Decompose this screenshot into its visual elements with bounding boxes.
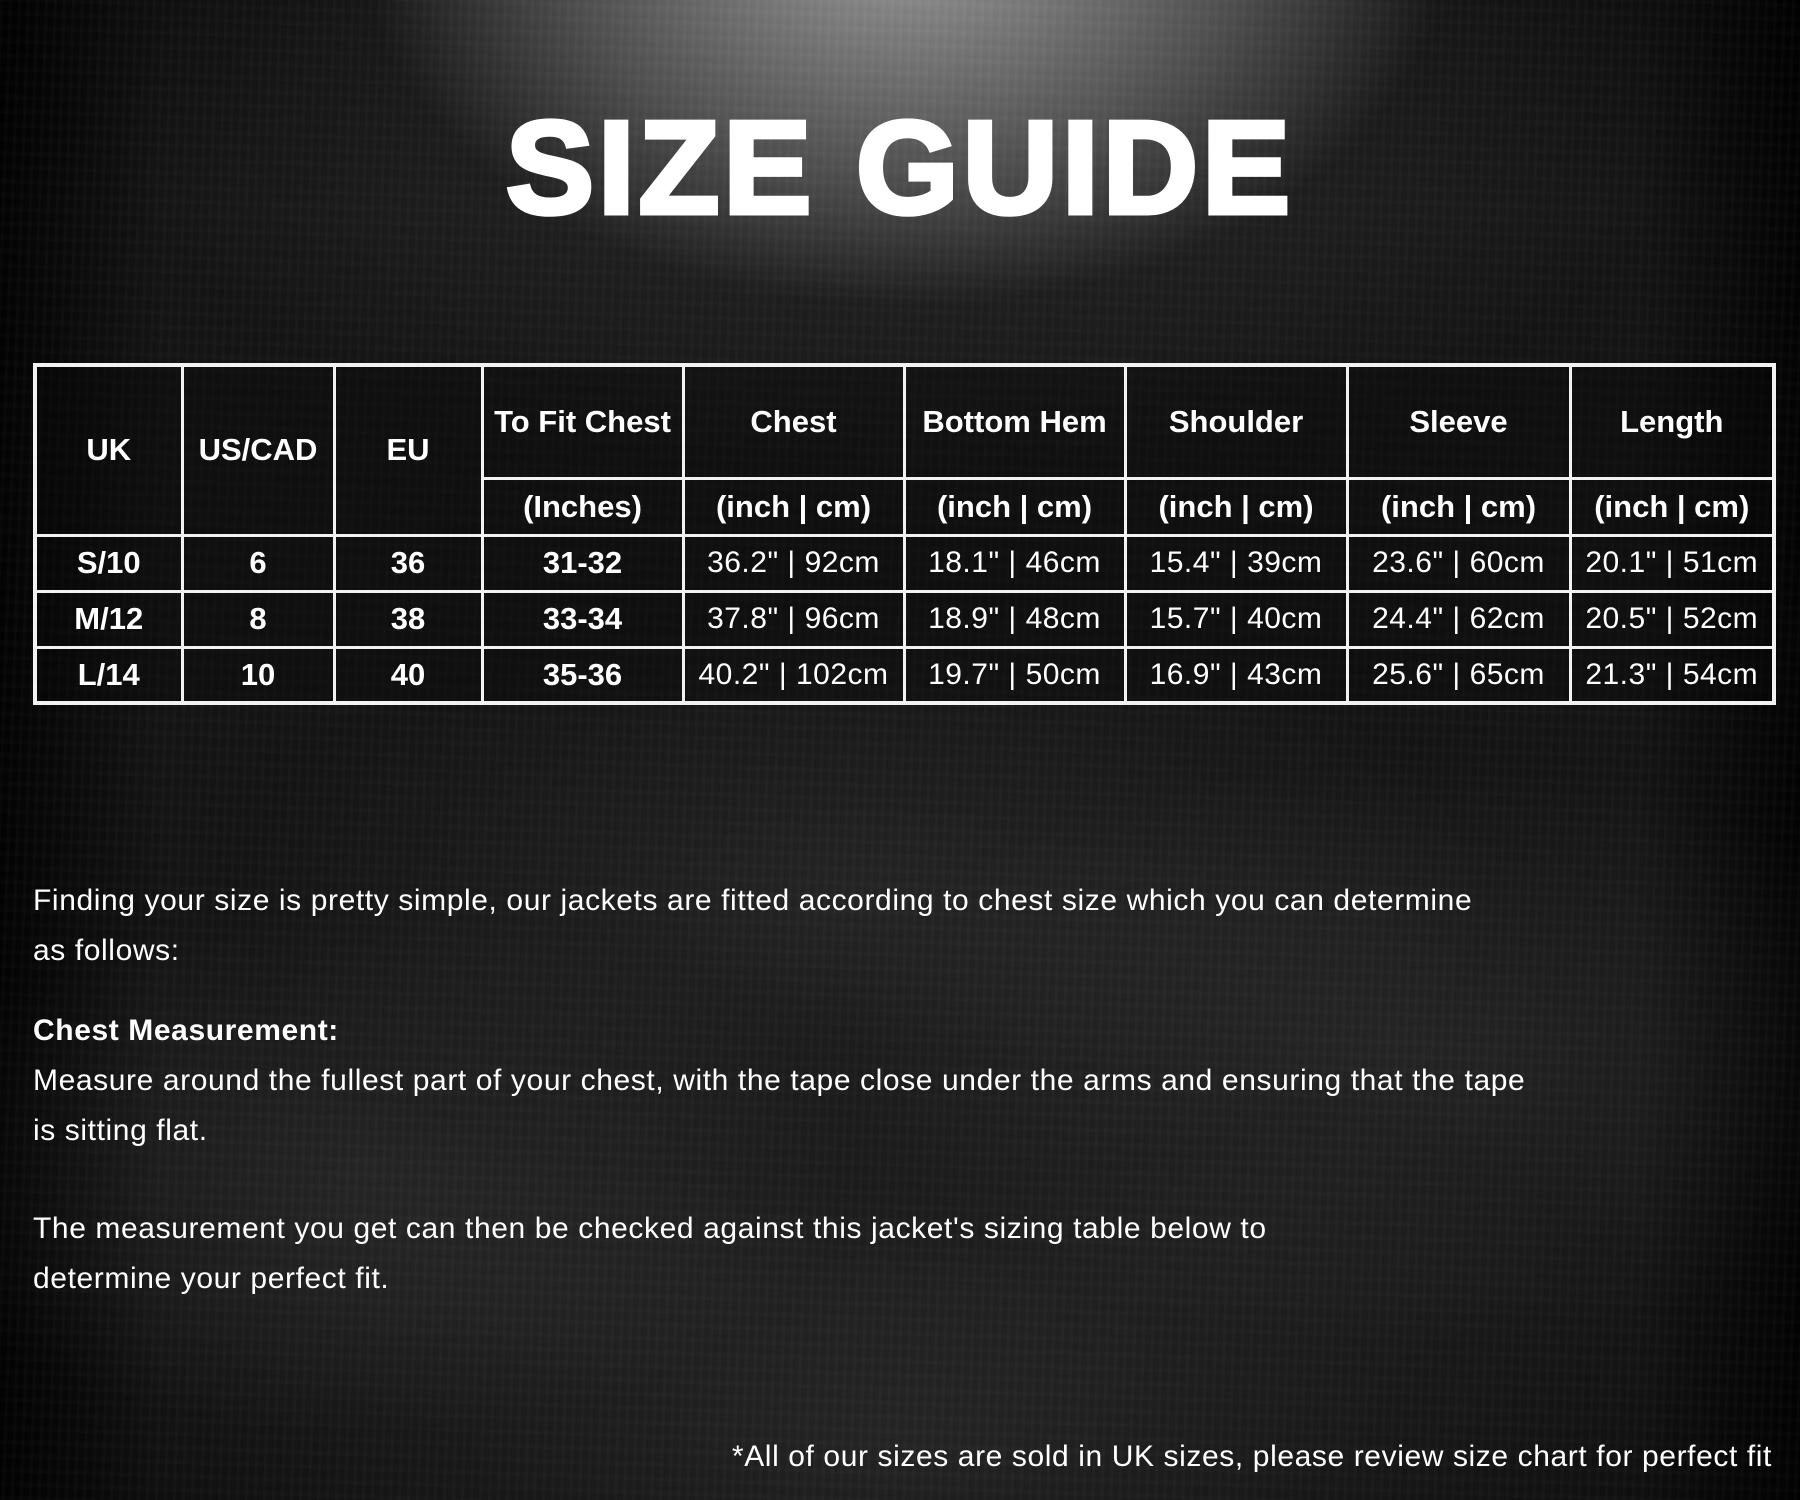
- table-row-small: S/10 6 36 31-32 36.2" | 92cm 18.1" | 46c…: [33, 533, 1776, 593]
- cell-uk-size: M/12: [33, 589, 184, 649]
- cell-us-cad-size: 10: [180, 645, 336, 705]
- unit-to-fit-chest: (Inches): [480, 476, 685, 537]
- cell-uk-size: S/10: [33, 533, 184, 593]
- cell-sleeve: 25.6" | 65cm: [1345, 645, 1572, 705]
- cell-shoulder: 16.9" | 43cm: [1123, 645, 1349, 705]
- table-row-medium: M/12 8 38 33-34 37.8" | 96cm 18.9" | 48c…: [33, 589, 1776, 649]
- cell-sleeve: 23.6" | 60cm: [1345, 533, 1572, 593]
- cell-eu-size: 36: [332, 533, 484, 593]
- uk-sizes-footnote: *All of our sizes are sold in UK sizes, …: [731, 1440, 1772, 1473]
- cell-shoulder: 15.4" | 39cm: [1123, 533, 1349, 593]
- chest-measurement-paragraph: Chest Measurement: Measure around the fu…: [33, 1006, 1525, 1156]
- intro-line-2: as follows:: [33, 934, 180, 967]
- cell-bottom-hem: 18.1" | 46cm: [902, 533, 1127, 593]
- chest-measurement-line-2: is sitting flat.: [33, 1114, 208, 1147]
- fit-check-paragraph: The measurement you get can then be chec…: [33, 1204, 1267, 1304]
- cell-chest: 37.8" | 96cm: [681, 589, 906, 649]
- column-header-length: Length: [1568, 363, 1776, 480]
- table-header-labels-row: UK US/CAD EU To Fit Chest Chest Bottom H…: [33, 363, 1776, 537]
- chest-measurement-line-1: Measure around the fullest part of your …: [33, 1064, 1526, 1097]
- column-header-sleeve: Sleeve: [1345, 363, 1572, 480]
- table-header-units-row: (Inches) (inch | cm) (inch | cm) (inch |…: [35, 476, 1776, 537]
- column-header-bottom-hem: Bottom Hem: [902, 363, 1127, 480]
- chest-measurement-heading: Chest Measurement:: [33, 1014, 339, 1047]
- table-body: S/10 6 36 31-32 36.2" | 92cm 18.1" | 46c…: [33, 533, 1776, 705]
- cell-us-cad-size: 8: [180, 589, 336, 649]
- column-header-shoulder: Shoulder: [1123, 363, 1349, 480]
- column-header-us-cad: US/CAD: [180, 363, 336, 537]
- unit-chest: (inch | cm): [681, 476, 906, 537]
- cell-length: 20.1" | 51cm: [1568, 533, 1776, 593]
- cell-length: 21.3" | 54cm: [1568, 645, 1776, 705]
- unit-bottom-hem: (inch | cm): [902, 476, 1127, 537]
- cell-chest: 40.2" | 102cm: [681, 645, 906, 705]
- table-header: UK US/CAD EU To Fit Chest Chest Bottom H…: [33, 363, 1776, 537]
- fit-check-line-2: determine your perfect fit.: [33, 1262, 390, 1295]
- cell-shoulder: 15.7" | 40cm: [1123, 589, 1349, 649]
- intro-paragraph: Finding your size is pretty simple, our …: [33, 876, 1472, 976]
- column-header-to-fit-chest: To Fit Chest: [480, 363, 685, 480]
- table-row-large: L/14 10 40 35-36 40.2" | 102cm 19.7" | 5…: [33, 645, 1776, 705]
- size-guide-table: UK US/CAD EU To Fit Chest Chest Bottom H…: [33, 363, 1776, 705]
- unit-length: (inch | cm): [1568, 476, 1776, 537]
- cell-length: 20.5" | 52cm: [1568, 589, 1776, 649]
- cell-to-fit-chest: 31-32: [480, 533, 685, 593]
- cell-to-fit-chest: 33-34: [480, 589, 685, 649]
- cell-bottom-hem: 18.9" | 48cm: [902, 589, 1127, 649]
- cell-eu-size: 38: [332, 589, 484, 649]
- cell-bottom-hem: 19.7" | 50cm: [902, 645, 1127, 705]
- page-title: SIZE GUIDE: [503, 94, 1295, 241]
- intro-line-1: Finding your size is pretty simple, our …: [33, 884, 1473, 917]
- cell-sleeve: 24.4" | 62cm: [1345, 589, 1572, 649]
- column-header-eu: EU: [332, 363, 484, 537]
- cell-uk-size: L/14: [33, 645, 184, 705]
- cell-chest: 36.2" | 92cm: [681, 533, 906, 593]
- cell-to-fit-chest: 35-36: [480, 645, 685, 705]
- cell-eu-size: 40: [332, 645, 484, 705]
- cell-us-cad-size: 6: [180, 533, 336, 593]
- column-header-uk: UK: [33, 363, 184, 537]
- unit-shoulder: (inch | cm): [1123, 476, 1349, 537]
- column-header-chest: Chest: [681, 363, 906, 480]
- fit-check-line-1: The measurement you get can then be chec…: [33, 1212, 1267, 1245]
- unit-sleeve: (inch | cm): [1345, 476, 1572, 537]
